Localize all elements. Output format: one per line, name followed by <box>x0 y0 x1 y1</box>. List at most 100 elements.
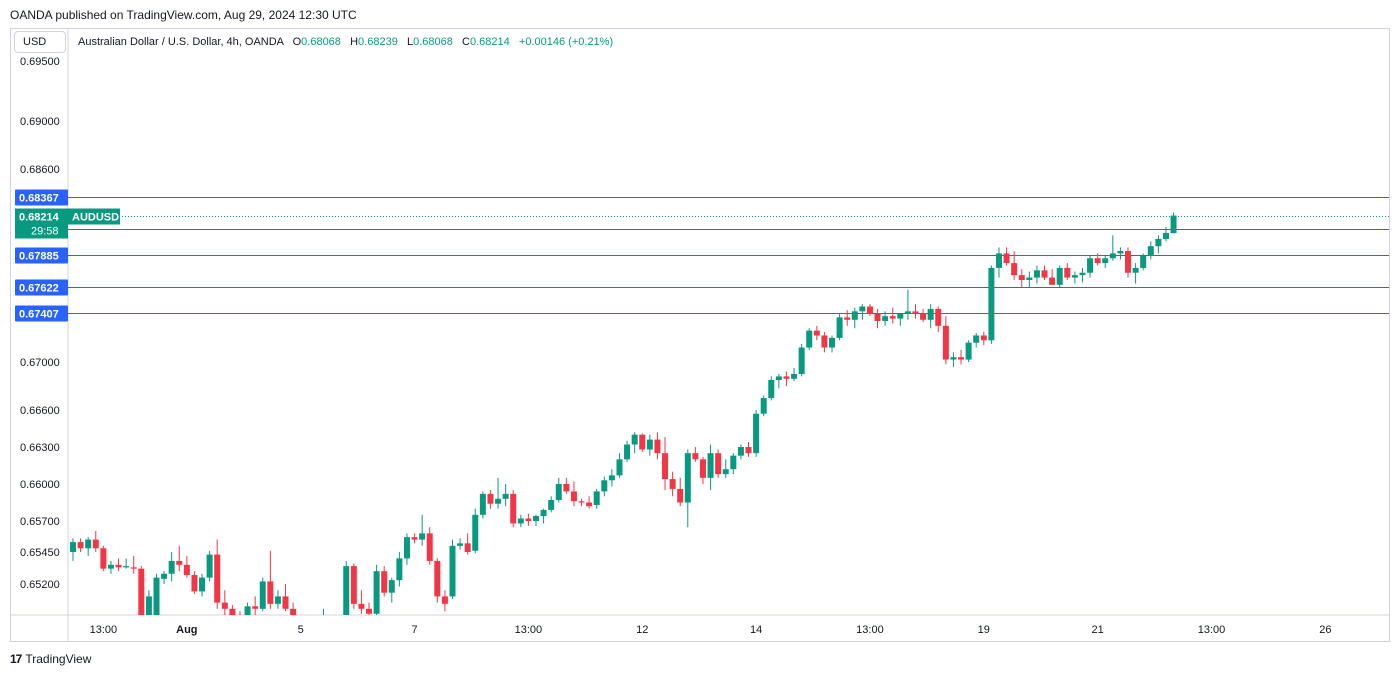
candle-body[interactable] <box>1018 275 1025 280</box>
candle-body[interactable] <box>737 447 744 456</box>
candle-body[interactable] <box>373 571 380 614</box>
candle-body[interactable] <box>457 543 464 546</box>
candle-body[interactable] <box>798 347 805 374</box>
candle-body[interactable] <box>707 453 714 478</box>
currency-button[interactable]: USD <box>14 31 66 53</box>
candle-body[interactable] <box>313 640 319 641</box>
candle-body[interactable] <box>449 545 456 597</box>
candle-body[interactable] <box>889 316 896 319</box>
candle-body[interactable] <box>267 581 274 604</box>
candle-body[interactable] <box>1079 272 1086 276</box>
candle-body[interactable] <box>745 447 752 454</box>
candle-body[interactable] <box>199 577 206 592</box>
candle-body[interactable] <box>639 434 646 450</box>
footer-brand[interactable]: 17 TradingView <box>10 652 91 666</box>
candle-body[interactable] <box>601 480 608 492</box>
candle-body[interactable] <box>92 539 99 549</box>
candle-body[interactable] <box>980 335 987 341</box>
candle-body[interactable] <box>624 444 631 460</box>
candle-body[interactable] <box>563 484 570 492</box>
candle-body[interactable] <box>699 459 706 478</box>
candle-body[interactable] <box>555 484 562 501</box>
candle-body[interactable] <box>806 330 813 348</box>
candle-body[interactable] <box>1064 267 1071 278</box>
candle-body[interactable] <box>426 533 433 561</box>
candle-body[interactable] <box>464 543 471 552</box>
candle-body[interactable] <box>532 516 539 521</box>
candle-body[interactable] <box>988 267 995 341</box>
candle-body[interactable] <box>214 554 221 603</box>
candle-body[interactable] <box>1170 215 1177 234</box>
candle-body[interactable] <box>920 313 927 320</box>
candle-body[interactable] <box>1094 258 1101 264</box>
candle-body[interactable] <box>153 577 160 640</box>
candle-body[interactable] <box>578 501 585 503</box>
candle-body[interactable] <box>115 564 122 568</box>
candle-body[interactable] <box>783 376 790 379</box>
candle-body[interactable] <box>305 640 311 641</box>
candle-body[interactable] <box>244 606 251 640</box>
candle-body[interactable] <box>419 533 426 540</box>
candle-body[interactable] <box>70 542 76 552</box>
candle-body[interactable] <box>958 357 965 360</box>
candle-body[interactable] <box>1026 277 1033 280</box>
candle-body[interactable] <box>495 498 502 504</box>
candle-body[interactable] <box>366 608 373 614</box>
candle-body[interactable] <box>328 640 334 641</box>
candle-body[interactable] <box>1109 253 1116 259</box>
candle-body[interactable] <box>1140 255 1147 268</box>
candle-body[interactable] <box>631 434 638 445</box>
candle-body[interactable] <box>866 306 873 314</box>
candle-body[interactable] <box>229 608 236 640</box>
candle-body[interactable] <box>935 308 942 326</box>
candle-body[interactable] <box>1033 270 1040 278</box>
candle-body[interactable] <box>1117 251 1124 254</box>
candle-body[interactable] <box>517 518 524 524</box>
candle-body[interactable] <box>829 337 835 348</box>
candle-body[interactable] <box>859 306 866 312</box>
candle-body[interactable] <box>525 518 532 521</box>
candle-body[interactable] <box>206 554 213 578</box>
candle-body[interactable] <box>1147 246 1154 256</box>
candle-body[interactable] <box>502 493 509 499</box>
candle-body[interactable] <box>336 640 342 641</box>
candle-body[interactable] <box>358 603 365 609</box>
candle-body[interactable] <box>775 376 782 380</box>
candle-body[interactable] <box>540 509 547 517</box>
candle-body[interactable] <box>434 560 441 597</box>
candle-body[interactable] <box>298 640 304 641</box>
candle-body[interactable] <box>510 493 517 524</box>
candle-body[interactable] <box>662 453 669 480</box>
candle-body[interactable] <box>1102 258 1109 264</box>
candle-body[interactable] <box>548 500 555 510</box>
candle-body[interactable] <box>1162 232 1169 239</box>
candle-body[interactable] <box>950 357 957 360</box>
candle-body[interactable] <box>646 439 653 450</box>
candle-body[interactable] <box>183 564 190 576</box>
candle-body[interactable] <box>123 566 130 568</box>
candle-body[interactable] <box>1071 275 1078 278</box>
candle-body[interactable] <box>472 514 479 551</box>
candle-body[interactable] <box>768 380 775 398</box>
candle-body[interactable] <box>760 398 767 414</box>
candle-body[interactable] <box>882 316 889 321</box>
candle-body[interactable] <box>570 491 577 502</box>
candle-body[interactable] <box>608 475 615 481</box>
candle-body[interactable] <box>669 479 676 489</box>
candle-body[interactable] <box>616 459 623 476</box>
candle-body[interactable] <box>942 325 949 360</box>
candle-body[interactable] <box>593 491 600 505</box>
candle-body[interactable] <box>221 602 228 609</box>
candle-body[interactable] <box>874 313 881 321</box>
candle-body[interactable] <box>282 596 289 609</box>
candle-body[interactable] <box>191 575 198 592</box>
candle-body[interactable] <box>836 317 843 338</box>
candle-body[interactable] <box>730 455 737 470</box>
candle-body[interactable] <box>1132 267 1139 273</box>
candle-body[interactable] <box>1011 263 1018 276</box>
candle-body[interactable] <box>586 502 593 507</box>
candle-body[interactable] <box>290 608 297 640</box>
candle-body[interactable] <box>851 311 858 320</box>
candle-body[interactable] <box>965 342 972 360</box>
